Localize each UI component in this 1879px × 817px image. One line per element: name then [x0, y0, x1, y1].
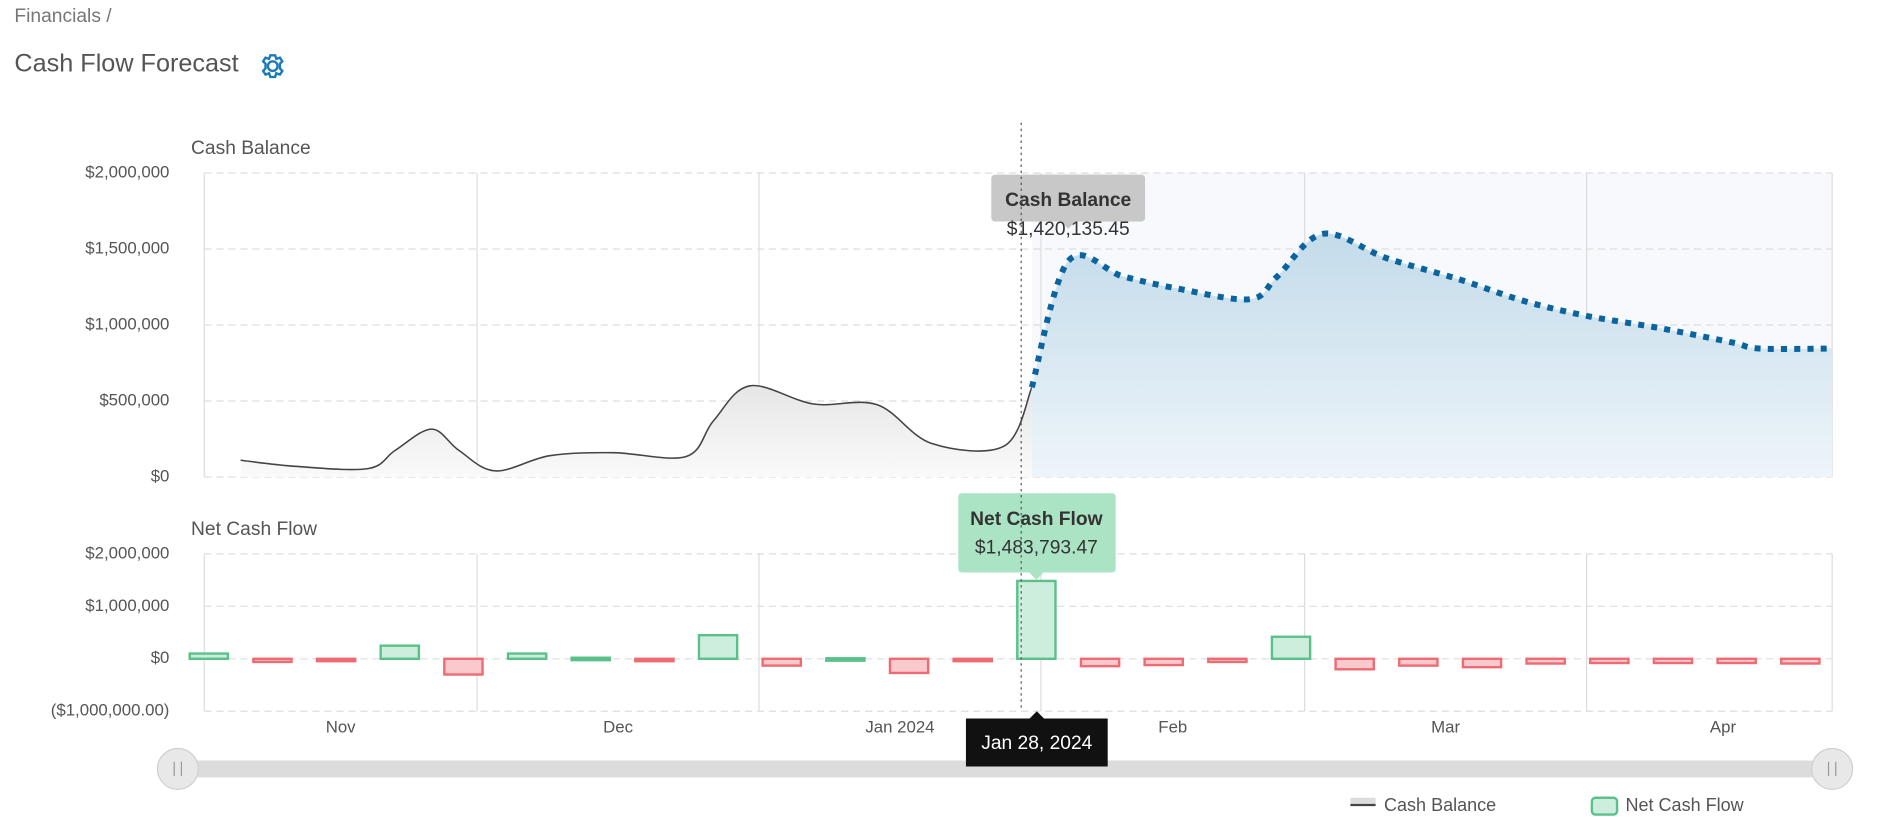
legend-symbol-bg: [1350, 797, 1376, 804]
tooltip-pointer: [1061, 221, 1076, 229]
y-tick-label: $2,000,000: [85, 543, 169, 562]
x-tick-label: Dec: [603, 718, 633, 737]
bar: [1398, 657, 1439, 667]
x-tick-label: Mar: [1431, 718, 1460, 737]
tooltip: Net Cash Flow $1,483,793.47: [958, 493, 1116, 580]
bar: [888, 657, 930, 675]
slider-handle[interactable]: [156, 747, 199, 790]
y-tick-label: $0: [151, 648, 170, 667]
tooltip-title: Net Cash Flow: [970, 509, 1102, 530]
legend-label[interactable]: Cash Balance: [1384, 795, 1496, 815]
bar: [1589, 657, 1630, 665]
bar: [1207, 657, 1248, 664]
bar: [379, 644, 421, 660]
x-tick-label: Apr: [1710, 718, 1737, 737]
bar: [1461, 657, 1503, 669]
slider-track[interactable]: [177, 760, 1833, 778]
tooltip-value: $1,420,135.45: [1007, 219, 1130, 240]
bar: [506, 652, 548, 660]
crosshair-label-box: [965, 711, 1108, 767]
bar: [1079, 657, 1121, 668]
x-tick-label: Feb: [1158, 718, 1187, 737]
bar: [252, 657, 293, 664]
y-tick-label: ($1,000,000.00): [51, 701, 170, 720]
bar: [1270, 635, 1312, 660]
bar: [570, 656, 612, 662]
y-tick-label: $500,000: [99, 390, 169, 409]
bar: [1525, 657, 1566, 665]
bar: [1143, 657, 1185, 667]
bar: [825, 657, 866, 662]
forecast-area: [1031, 233, 1833, 477]
settings-icon[interactable]: [261, 54, 284, 79]
range-slider[interactable]: [156, 747, 1854, 790]
bar: [1016, 579, 1057, 660]
tooltip-value: $1,483,793.47: [975, 538, 1098, 559]
y-tick-label: $1,000,000: [85, 596, 169, 615]
chart-title: Net Cash Flow: [191, 519, 317, 540]
y-tick-label: $1,500,000: [85, 238, 169, 257]
slider-handle[interactable]: [1811, 747, 1854, 790]
tooltip-box: [991, 174, 1146, 222]
legend-symbol: [1590, 796, 1619, 816]
bar: [634, 657, 675, 663]
bar: [1716, 657, 1757, 665]
balance-line: [240, 384, 1033, 472]
balance-area: [240, 385, 1032, 477]
tooltip-box: [958, 493, 1116, 573]
bar: [315, 657, 357, 663]
forecast-line: [1028, 230, 1833, 389]
x-tick-label: Nov: [326, 718, 356, 737]
bar: [1334, 657, 1375, 671]
bar: [952, 657, 994, 663]
crosshair-label: Jan 28, 2024: [981, 733, 1092, 754]
handle-grip: [173, 761, 183, 777]
x-tick-label: Jan 2024: [865, 718, 934, 737]
tooltip: Cash Balance $1,420,135.45: [991, 174, 1146, 240]
bar: [1780, 657, 1821, 665]
bar: [443, 657, 484, 676]
page-title: Cash Flow Forecast: [14, 50, 238, 78]
bar: [761, 657, 803, 667]
bar: [1652, 657, 1694, 665]
y-tick-label: $1,000,000: [85, 314, 169, 333]
y-tick-label: $2,000,000: [85, 162, 169, 181]
y-tick-label: $0: [151, 466, 170, 485]
tooltip-title: Cash Balance: [1005, 190, 1131, 211]
handle-grip: [1827, 761, 1837, 777]
chart-title: Cash Balance: [191, 138, 311, 159]
bar: [188, 652, 230, 660]
legend-label[interactable]: Net Cash Flow: [1626, 795, 1745, 815]
breadcrumb[interactable]: Financials /: [14, 6, 112, 27]
tooltip-pointer: [1029, 572, 1044, 580]
bar: [697, 633, 739, 660]
